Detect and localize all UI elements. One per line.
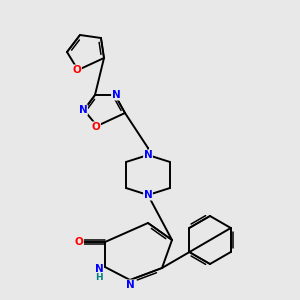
Text: H: H	[95, 272, 103, 281]
Text: O: O	[92, 122, 100, 132]
Text: O: O	[73, 65, 81, 75]
Text: N: N	[144, 190, 152, 200]
Text: N: N	[79, 105, 87, 115]
Text: O: O	[75, 237, 83, 247]
Text: N: N	[126, 280, 134, 290]
Text: N: N	[144, 150, 152, 160]
Text: N: N	[94, 264, 103, 274]
Text: N: N	[112, 90, 120, 100]
